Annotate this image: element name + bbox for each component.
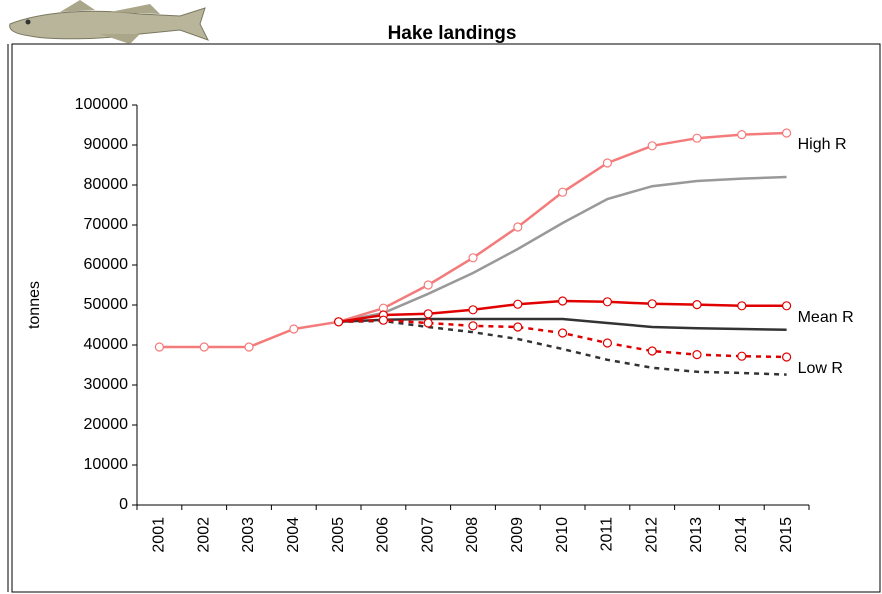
point-marker — [602, 158, 613, 168]
point-marker — [602, 297, 613, 307]
y-tick-label: 0 — [119, 496, 128, 513]
point-marker — [737, 351, 747, 361]
point-marker — [244, 342, 254, 352]
y-tick-label: 50000 — [84, 296, 129, 313]
x-tick-label: 2006 — [375, 517, 392, 553]
series-label: Mean R — [798, 309, 854, 326]
point-marker — [781, 128, 792, 138]
series-line — [338, 317, 787, 332]
point-marker — [557, 296, 568, 306]
point-marker — [781, 301, 792, 311]
x-tick-label: 2001 — [151, 517, 168, 553]
point-marker — [647, 346, 657, 356]
series-label: Low R — [798, 360, 843, 377]
point-marker — [737, 301, 747, 311]
x-tick-label: 2011 — [599, 517, 616, 552]
y-tick-label: 90000 — [84, 136, 129, 153]
point-marker — [468, 253, 478, 263]
point-marker — [647, 141, 657, 151]
point-marker — [602, 338, 613, 348]
point-marker — [737, 130, 747, 140]
point-marker — [692, 350, 702, 360]
point-marker — [423, 309, 433, 319]
x-tick-label: 2015 — [778, 517, 795, 553]
point-marker — [557, 187, 568, 197]
y-tick-label: 40000 — [84, 336, 129, 353]
series-line — [159, 131, 787, 349]
point-marker — [378, 315, 388, 325]
point-marker — [423, 318, 433, 328]
y-tick-label: 80000 — [84, 176, 129, 193]
chart-title: Hake landings — [388, 23, 517, 44]
point-marker — [199, 342, 209, 352]
y-tick-label: 70000 — [84, 216, 129, 233]
x-tick-label: 2012 — [643, 517, 660, 553]
x-tick-label: 2004 — [285, 517, 302, 553]
point-marker — [557, 328, 568, 338]
y-tick-label: 100000 — [75, 96, 128, 113]
point-marker — [513, 299, 523, 309]
frame — [11, 43, 881, 593]
x-tick-label: 2007 — [419, 517, 436, 553]
y-tick-label: 30000 — [84, 376, 129, 393]
x-tick-label: 2009 — [509, 517, 526, 553]
y-tick-label: 20000 — [84, 416, 129, 433]
y-axis-label: tonnes — [26, 281, 43, 329]
series-line — [338, 318, 787, 359]
point-marker — [513, 322, 523, 332]
point-marker — [468, 321, 478, 331]
point-marker — [154, 342, 164, 352]
y-tick-label: 10000 — [84, 456, 129, 473]
y-tick-label: 60000 — [84, 256, 129, 273]
x-tick-label: 2003 — [240, 517, 257, 553]
point-marker — [781, 352, 792, 362]
point-marker — [692, 133, 702, 143]
point-marker — [289, 324, 299, 334]
point-marker — [692, 300, 702, 310]
x-tick-label: 2008 — [464, 517, 481, 553]
series-line — [338, 175, 787, 324]
point-marker — [513, 222, 523, 232]
point-marker — [334, 317, 344, 327]
fish-icon — [9, 0, 210, 44]
x-tick-label: 2005 — [330, 517, 347, 553]
x-tick-label: 2014 — [733, 517, 750, 553]
x-tick-label: 2010 — [554, 517, 571, 553]
series-label: High R — [798, 136, 847, 153]
x-tick-label: 2002 — [195, 517, 212, 553]
point-marker — [423, 280, 433, 290]
series-line — [338, 319, 787, 376]
x-tick-label: 2013 — [688, 517, 705, 553]
point-marker — [468, 305, 478, 315]
point-marker — [647, 299, 657, 309]
